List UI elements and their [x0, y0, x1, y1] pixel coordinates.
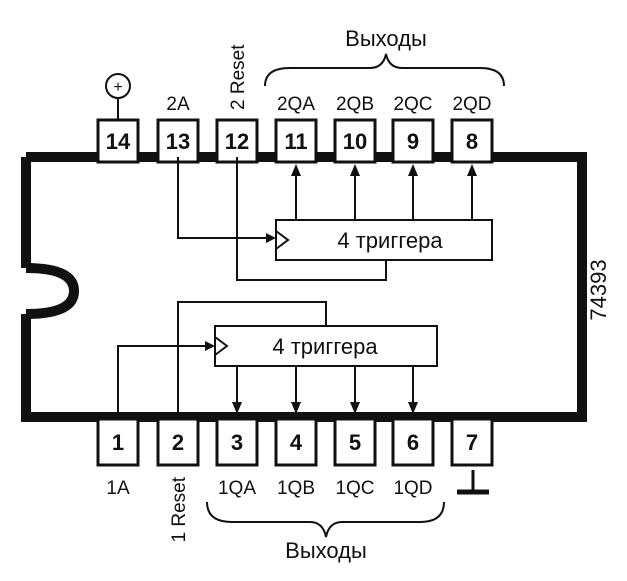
pin-label: 1QA	[218, 478, 256, 499]
pin-5: 5 1QC	[333, 417, 377, 499]
pin-label: 1QC	[335, 478, 374, 499]
pin-13: 13 2A	[156, 94, 200, 164]
pin-9: 9 2QC	[391, 94, 435, 164]
power-plus-sign: +	[113, 79, 122, 96]
internal-wiring	[117, 157, 477, 417]
pin-number: 7	[466, 430, 478, 455]
pin-label: 1QB	[277, 478, 315, 499]
power-symbol: +	[105, 73, 131, 120]
pin-number: 14	[106, 129, 131, 154]
pin-number: 8	[466, 129, 478, 154]
outputs-label-bottom: Выходы	[285, 538, 367, 563]
top-pin-row: 14 13 2A 12 2 Reset 11 2QA 10 2QB 9 2QC 8 2QD	[96, 44, 494, 164]
upper-flipflop-block: 4 триггера	[275, 219, 493, 261]
pin-number: 9	[407, 129, 419, 154]
pin-7: 7	[450, 417, 494, 467]
pin-label: 1 Reset	[169, 476, 190, 542]
pin-14: 14	[96, 118, 140, 164]
pin-number: 4	[290, 430, 303, 455]
pin-8: 8 2QD	[450, 94, 494, 164]
pin-number: 12	[225, 129, 249, 154]
pin-number: 10	[343, 129, 367, 154]
chip-notch	[25, 263, 80, 319]
pin-label: 2 Reset	[228, 44, 249, 110]
pin-number: 6	[407, 430, 419, 455]
pin-1: 1 1A	[96, 417, 140, 499]
pin-6: 6 1QD	[391, 417, 435, 499]
outputs-label-top: Выходы	[345, 26, 427, 51]
pin-number: 5	[349, 430, 361, 455]
pin-label: 1A	[106, 478, 130, 499]
pin-4: 4 1QB	[274, 417, 318, 499]
pin-label: 2QD	[452, 94, 491, 115]
pin-label: 2A	[166, 94, 190, 115]
pin-number: 2	[172, 430, 184, 455]
upper-block-label: 4 триггера	[337, 228, 443, 253]
pin-label: 1QD	[393, 478, 432, 499]
pin-10: 10 2QB	[333, 94, 377, 164]
pin-number: 1	[112, 430, 124, 455]
outputs-brace-top	[264, 53, 505, 87]
pin-label: 2QB	[336, 94, 374, 115]
pin-number: 11	[284, 129, 307, 154]
ground-symbol	[457, 470, 489, 495]
part-number-label: 74393	[586, 259, 611, 320]
pin-number: 3	[231, 430, 243, 455]
pin-3: 3 1QA	[215, 417, 259, 499]
pin-label: 2QA	[277, 94, 315, 115]
outputs-brace-bottom	[206, 501, 445, 538]
pin-11: 11 2QA	[274, 94, 318, 164]
pin-2: 2 1 Reset	[156, 417, 200, 542]
chip-body	[21, 152, 587, 422]
lower-flipflop-block: 4 триггера	[214, 325, 438, 367]
lower-block-label: 4 триггера	[272, 334, 378, 359]
pin-12: 12 2 Reset	[215, 44, 259, 164]
bottom-pin-row: 1 1A 2 1 Reset 3 1QA 4 1QB 5 1QC 6 1QD 7	[96, 417, 494, 542]
pin-label: 2QC	[393, 94, 432, 115]
pin-number: 13	[166, 129, 190, 154]
